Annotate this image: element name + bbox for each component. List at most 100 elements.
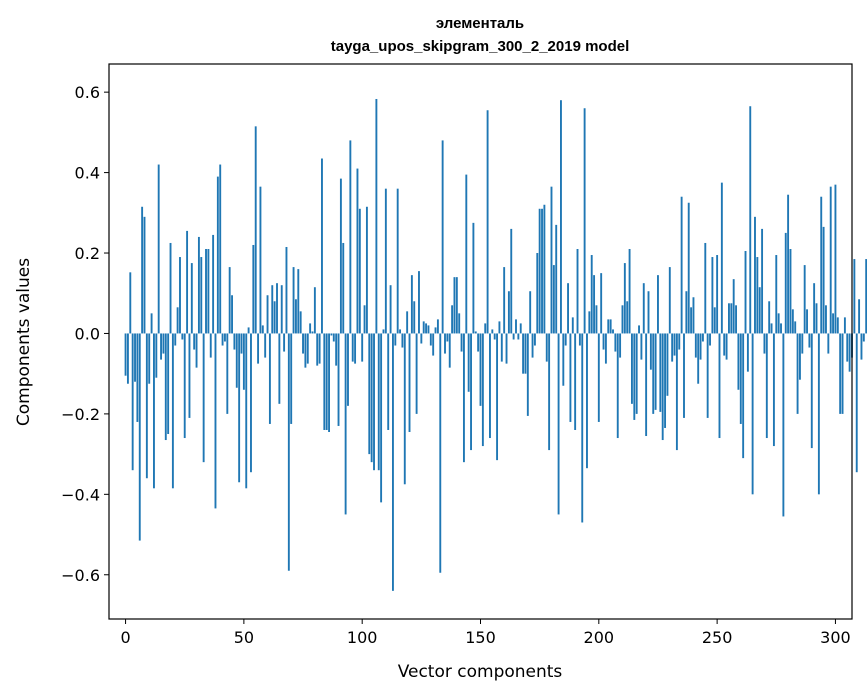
bar (756, 257, 759, 334)
bar (436, 319, 439, 334)
bar (744, 251, 747, 334)
bar (500, 333, 503, 362)
bar (264, 333, 267, 358)
bar (720, 182, 723, 334)
bar (775, 255, 778, 334)
bar (448, 333, 451, 368)
bar (439, 333, 442, 573)
bar (505, 333, 508, 364)
bar (427, 325, 430, 334)
bar (718, 333, 721, 439)
bar (375, 98, 378, 334)
bar (735, 305, 737, 334)
bar (803, 265, 806, 334)
bar (280, 285, 283, 334)
bar (444, 333, 446, 354)
bar (323, 333, 326, 430)
bar (843, 317, 846, 334)
bar (410, 275, 413, 334)
bar (754, 216, 756, 334)
bar (361, 333, 364, 362)
bar (489, 333, 491, 439)
bar (633, 333, 636, 420)
bar (794, 321, 797, 334)
bar (384, 188, 387, 334)
bar (193, 333, 196, 350)
bar (306, 333, 309, 364)
bar (621, 305, 624, 334)
bar (250, 333, 252, 473)
bar (273, 301, 276, 334)
bar (365, 206, 368, 334)
bar (332, 333, 335, 342)
bar (777, 313, 780, 334)
bar (638, 325, 640, 334)
bar (810, 333, 813, 449)
bar (642, 283, 645, 334)
bar (725, 333, 728, 360)
bar (418, 271, 420, 334)
bar (216, 176, 219, 334)
bar (309, 323, 312, 334)
bar (186, 230, 189, 334)
bar (413, 301, 416, 334)
bar (855, 333, 858, 473)
bar (148, 333, 151, 384)
bar (342, 242, 345, 334)
bar (283, 333, 286, 352)
bar (422, 321, 425, 334)
bar (574, 333, 577, 430)
bar (664, 333, 667, 428)
bar (358, 208, 361, 334)
bar (533, 333, 536, 346)
bar (630, 333, 633, 404)
bar (746, 333, 749, 372)
bar (560, 100, 562, 334)
bar (496, 333, 499, 461)
bar (583, 108, 586, 334)
bar (647, 291, 650, 334)
bar (493, 333, 496, 340)
bar (354, 333, 357, 364)
x-tick-label: 100 (347, 628, 378, 647)
bar (659, 333, 662, 412)
bar (557, 333, 560, 515)
bar (387, 333, 390, 430)
bar (600, 273, 603, 334)
bar (609, 319, 612, 334)
bar (467, 333, 470, 392)
bar (318, 333, 321, 364)
bar (680, 196, 683, 334)
bar (666, 333, 669, 396)
bar (706, 333, 709, 418)
bar (635, 333, 638, 414)
bar (595, 305, 598, 334)
bar (131, 333, 134, 471)
bar (484, 323, 487, 334)
bar (129, 272, 132, 334)
bar (829, 186, 832, 334)
bar (302, 333, 304, 354)
bar (683, 333, 685, 418)
bar (602, 333, 605, 350)
bar (761, 228, 764, 334)
bar (848, 333, 851, 372)
bar (316, 333, 319, 366)
bar (711, 257, 714, 334)
bar (578, 333, 581, 346)
bar (396, 188, 399, 334)
bar (268, 333, 271, 424)
bar (517, 333, 520, 340)
bar (399, 329, 401, 334)
bar (157, 164, 160, 334)
bar (836, 317, 839, 334)
bar (742, 333, 745, 459)
bar (219, 164, 222, 334)
bar (694, 333, 697, 358)
chart-subtitle: tayga_upos_skipgram_300_2_2019 model (331, 38, 630, 55)
bar (224, 333, 226, 342)
bar (328, 333, 330, 432)
bar (817, 333, 820, 495)
bar (723, 333, 726, 356)
bar (822, 226, 825, 334)
